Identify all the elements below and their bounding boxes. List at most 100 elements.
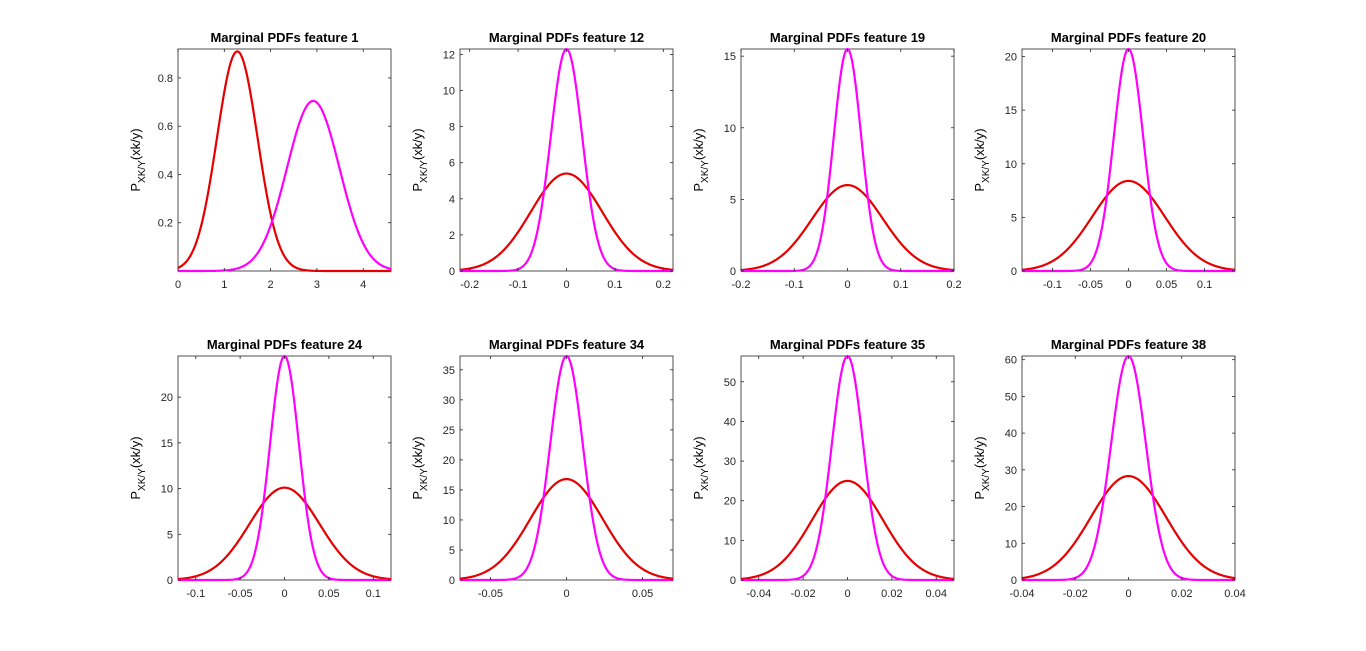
y-axis-label: PXK/Y(xk/y): [128, 128, 148, 191]
y-tick-label: 10: [443, 515, 455, 527]
y-axis-label: PXK/Y(xk/y): [410, 128, 430, 191]
x-tick-label: -0.05: [1078, 279, 1103, 291]
subplot-3: -0.2 -0.1 0 0.1 0.2 0 5 10 15 Marginal PDFs featu…: [691, 30, 962, 291]
y-tick-label: 20: [1005, 52, 1017, 64]
y-tick-label: 20: [161, 392, 173, 404]
y-tick-label: 30: [1005, 465, 1017, 477]
y-tick-label: 0: [167, 575, 173, 587]
y-tick-label: 10: [443, 86, 455, 98]
y-tick-label: 20: [724, 496, 736, 508]
y-tick-label: 5: [1011, 212, 1017, 224]
subplot-title: Marginal PDFs feature 34: [489, 337, 645, 352]
subplot-5: -0.1 -0.05 0 0.05 0.1 0 5 10 15 20 Marginal PDFs f…: [128, 337, 392, 600]
subplot-4: -0.1 -0.05 0 0.05 0.1 0 5 10 15 20 Marginal PDFs f…: [972, 30, 1236, 291]
subplot-title: Marginal PDFs feature 20: [1051, 30, 1206, 45]
y-tick-label: 10: [724, 123, 736, 135]
x-tick-label: 0.2: [656, 279, 671, 291]
y-tick-label: 20: [1005, 502, 1017, 514]
x-tick-label: -0.1: [509, 279, 528, 291]
subplot-title: Marginal PDFs feature 38: [1051, 337, 1206, 352]
x-tick-label: 0.04: [1224, 588, 1245, 600]
y-tick-label: 0: [449, 575, 455, 587]
subplot-2: -0.2 -0.1 0 0.1 0.2 0 2 4 6 8 10 12 Marginal PDFs fe…: [410, 30, 674, 291]
y-tick-label: 12: [443, 49, 455, 61]
x-tick-label: 0.05: [632, 588, 653, 600]
x-tick-label: 0.1: [607, 279, 622, 291]
x-tick-label: 0: [563, 588, 569, 600]
axes-frame: [740, 48, 955, 272]
x-tick-label: -0.1: [1043, 279, 1062, 291]
x-tick-label: 0.04: [926, 588, 947, 600]
x-tick-label: 0.1: [893, 279, 908, 291]
x-tick-label: 0.05: [318, 588, 339, 600]
axes-frame: [177, 48, 392, 272]
y-tick-label: 10: [161, 484, 173, 496]
y-tick-label: 0.8: [158, 73, 173, 85]
y-tick-label: 30: [443, 395, 455, 407]
y-tick-label: 15: [161, 438, 173, 450]
subplot-title: Marginal PDFs feature 19: [770, 30, 925, 45]
pdf-curve-1: [740, 479, 955, 581]
y-tick-label: 5: [449, 545, 455, 557]
x-tick-label: 2: [268, 279, 274, 291]
subplot-title: Marginal PDFs feature 24: [207, 337, 363, 352]
y-axis-label: PXK/Y(xk/y): [128, 436, 148, 499]
subplot-7: -0.04 -0.02 0 0.02 0.04 0 10 20 30 40 50 Marginal P…: [691, 337, 955, 600]
axes-frame: [1021, 355, 1236, 581]
y-tick-label: 5: [730, 194, 736, 206]
pdf-curve-1: [177, 486, 392, 581]
y-tick-label: 10: [1005, 538, 1017, 550]
y-tick-label: 0.4: [158, 169, 173, 181]
pdf-curve-2: [177, 99, 392, 273]
y-tick-label: 60: [1005, 355, 1017, 367]
y-tick-label: 6: [449, 158, 455, 170]
subplot-6: -0.05 0 0.05 0 5 10 15 20 25 30 35 Marginal PDFs fe…: [410, 337, 674, 600]
x-tick-label: -0.1: [186, 588, 205, 600]
y-tick-label: 15: [724, 51, 736, 63]
y-tick-label: 0: [1011, 575, 1017, 587]
x-tick-label: 0.1: [366, 588, 381, 600]
pdf-curve-1: [459, 478, 674, 580]
pdf-curve-1: [1021, 474, 1236, 580]
x-tick-label: -0.2: [460, 279, 479, 291]
x-tick-label: -0.04: [746, 588, 771, 600]
y-axis-label: PXK/Y(xk/y): [972, 436, 992, 499]
axes-frame: [1021, 48, 1236, 272]
x-tick-label: 0.2: [946, 279, 961, 291]
subplot-title: Marginal PDFs feature 12: [489, 30, 644, 45]
x-tick-label: -0.05: [478, 588, 503, 600]
x-tick-label: -0.05: [228, 588, 253, 600]
x-tick-label: -0.02: [791, 588, 816, 600]
y-tick-label: 40: [724, 416, 736, 428]
y-tick-label: 15: [1005, 105, 1017, 117]
x-tick-label: 0.02: [881, 588, 902, 600]
y-tick-label: 10: [724, 535, 736, 547]
y-tick-label: 35: [443, 365, 455, 377]
x-tick-label: 0: [175, 279, 181, 291]
y-tick-label: 0.2: [158, 218, 173, 230]
y-tick-label: 50: [724, 377, 736, 389]
y-tick-label: 8: [449, 122, 455, 134]
pdf-curve-1: [459, 172, 674, 271]
x-tick-label: 0.05: [1156, 279, 1177, 291]
x-tick-label: -0.02: [1063, 588, 1088, 600]
pdf-curve-1: [177, 50, 392, 273]
x-tick-label: 0: [1125, 588, 1131, 600]
y-tick-label: 0: [1011, 266, 1017, 278]
y-tick-label: 0: [730, 575, 736, 587]
y-axis-label: PXK/Y(xk/y): [410, 436, 430, 499]
x-tick-label: 0: [1125, 279, 1131, 291]
y-tick-label: 0.6: [158, 121, 173, 133]
y-tick-label: 30: [724, 456, 736, 468]
x-tick-label: 3: [314, 279, 320, 291]
y-tick-label: 40: [1005, 428, 1017, 440]
subplot-title: Marginal PDFs feature 35: [770, 337, 925, 352]
x-tick-label: 0: [563, 279, 569, 291]
y-axis-label: PXK/Y(xk/y): [691, 128, 711, 191]
subplot-8: -0.04 -0.02 0 0.02 0.04 0 10 20 30 40 50 60 Marginal…: [972, 337, 1246, 600]
y-tick-label: 20: [443, 455, 455, 467]
y-tick-label: 10: [1005, 159, 1017, 171]
x-tick-label: 1: [221, 279, 227, 291]
pdf-curve-1: [1021, 179, 1236, 271]
